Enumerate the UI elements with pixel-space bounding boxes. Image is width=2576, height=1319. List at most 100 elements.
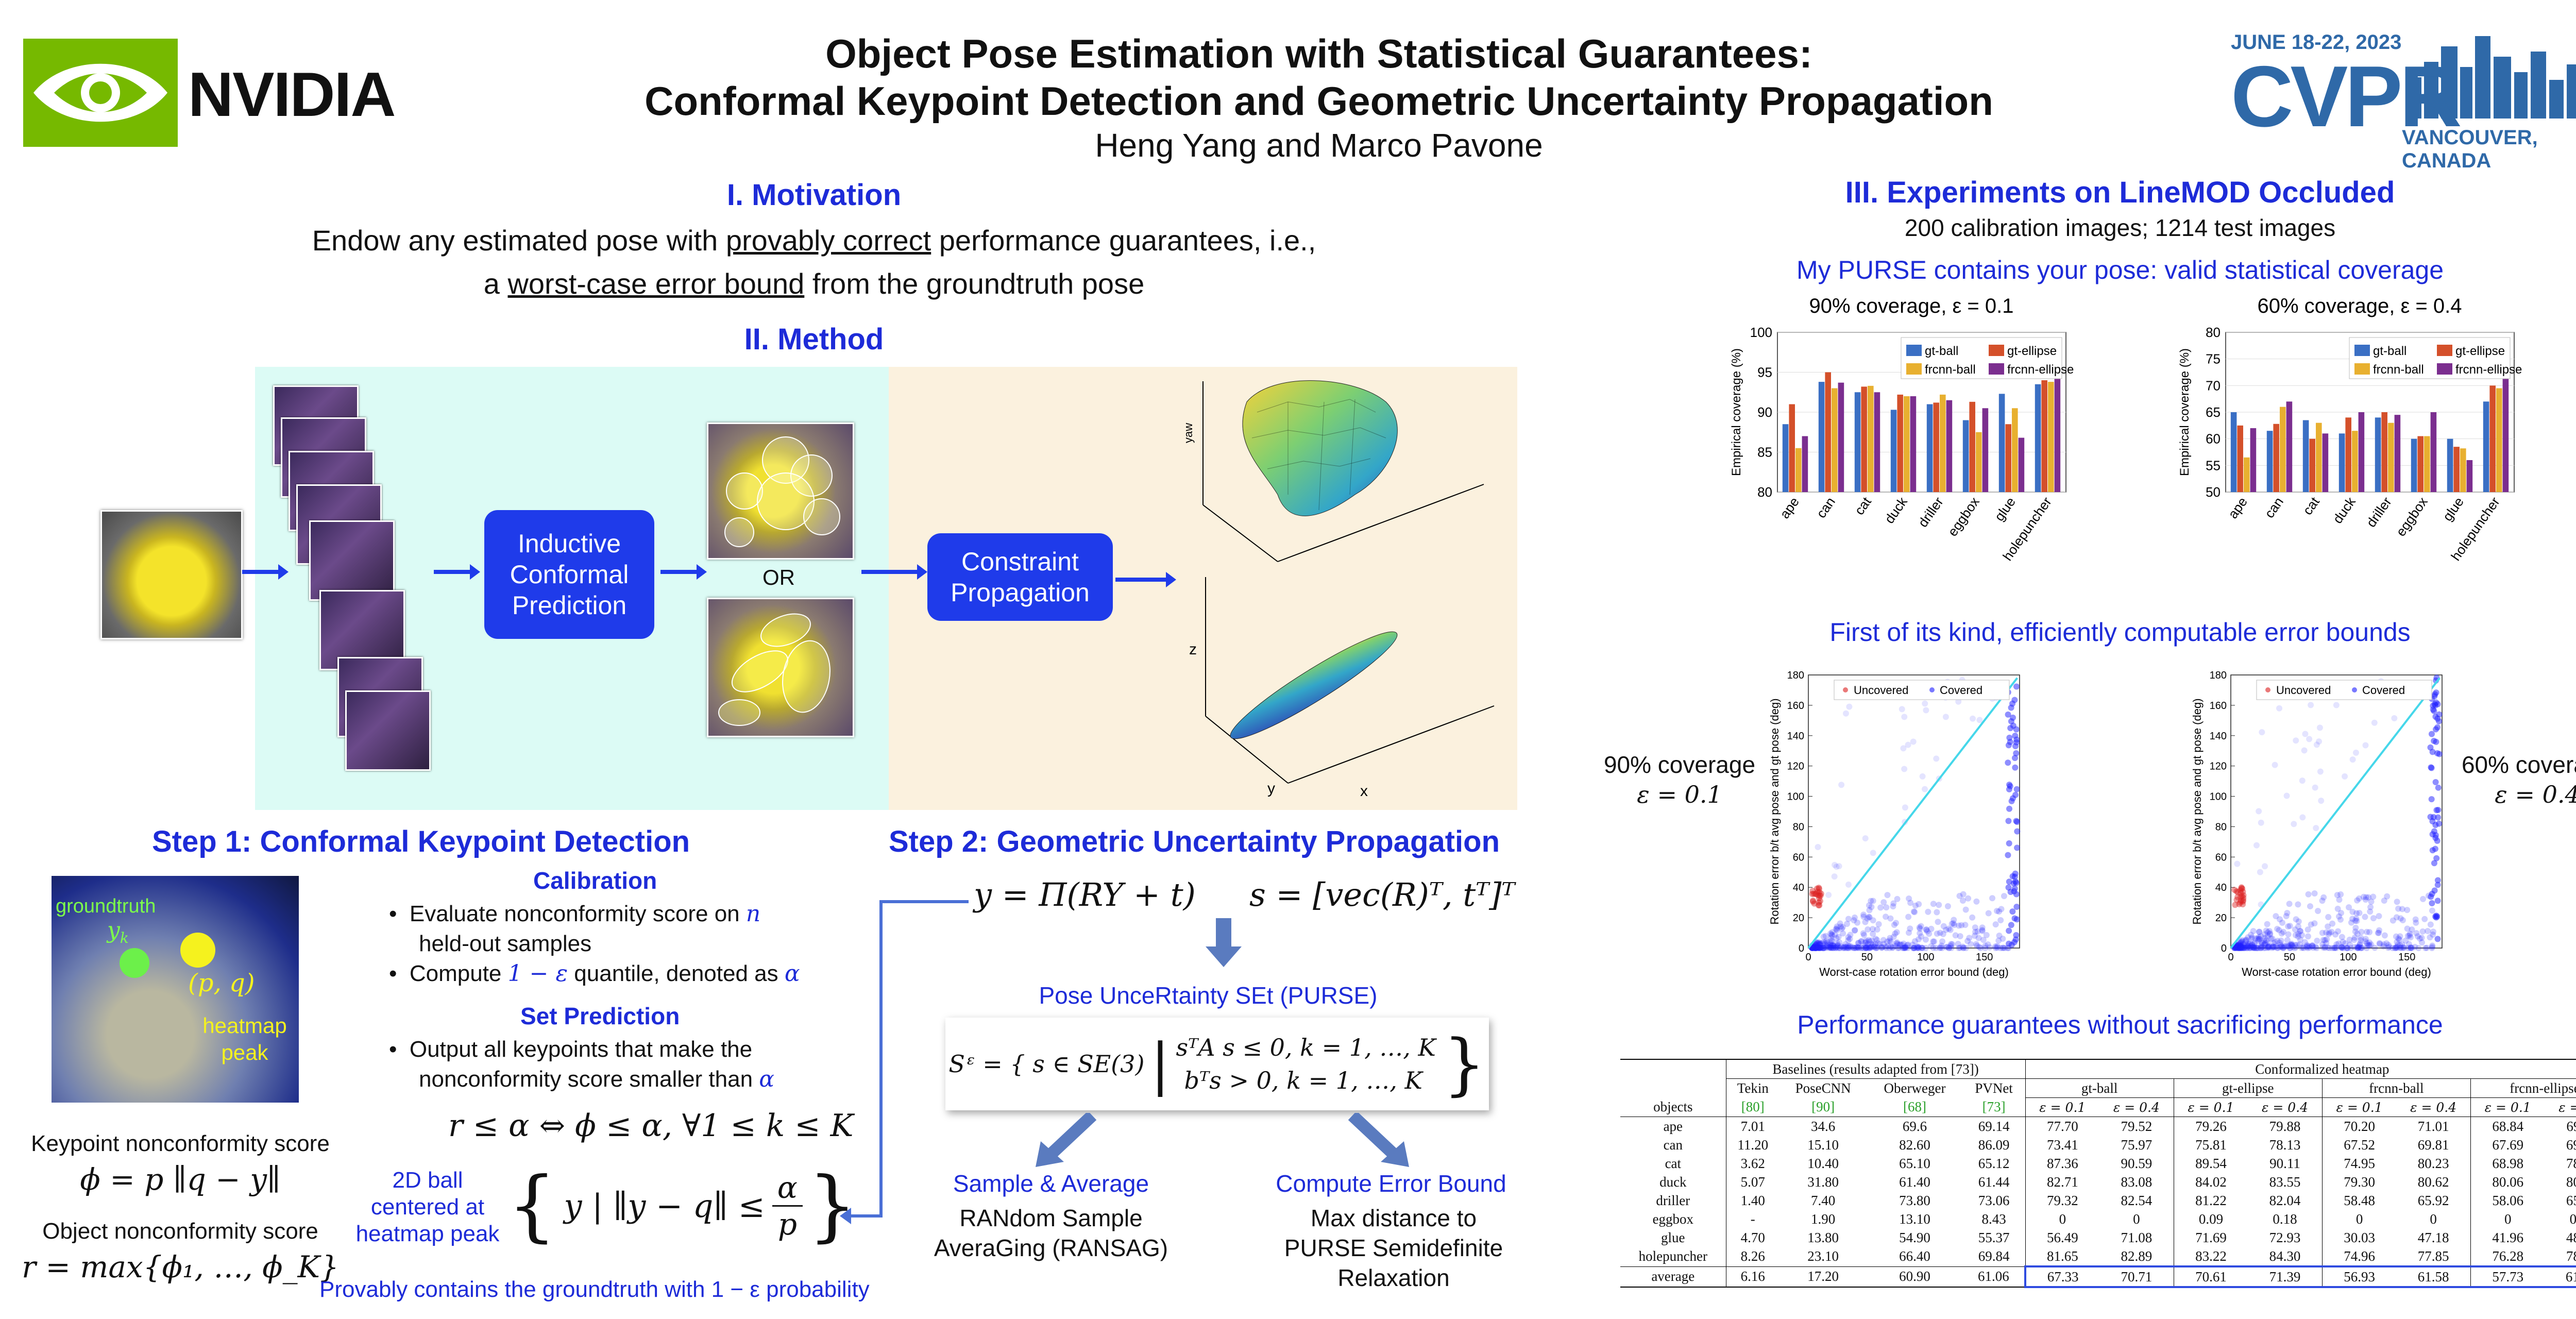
table-cell: 1.90 bbox=[1811, 1211, 1836, 1227]
covered-point bbox=[2006, 734, 2013, 741]
covered-point bbox=[1896, 941, 1903, 948]
table-cell: 0.14 bbox=[2569, 1211, 2576, 1227]
covered-point bbox=[2364, 942, 2371, 949]
yk-text: y bbox=[107, 917, 120, 943]
covered-point bbox=[1844, 944, 1851, 951]
covered-point bbox=[1868, 898, 1874, 904]
covered-point bbox=[1816, 944, 1823, 951]
covered-point bbox=[2266, 928, 2273, 935]
table-cell: 86.09 bbox=[1978, 1137, 2010, 1153]
covered-point bbox=[2254, 944, 2261, 951]
covered-point bbox=[2430, 928, 2436, 935]
covered-point bbox=[2286, 923, 2293, 929]
table-cell: 56.93 bbox=[2321, 1265, 2397, 1288]
covered-point bbox=[1905, 941, 1911, 948]
covered-point bbox=[1825, 891, 1832, 898]
covered-point bbox=[1955, 944, 1962, 951]
bar-frcnn-ellipse-driller bbox=[2394, 415, 2401, 492]
legend-label: gt-ellipse bbox=[2007, 344, 2057, 358]
duck-photo bbox=[100, 510, 243, 639]
covered-point bbox=[1835, 942, 1841, 949]
pq-label: (p, q) bbox=[188, 969, 255, 997]
uncovered-point bbox=[2238, 884, 2245, 891]
covered-point bbox=[1811, 944, 1818, 951]
covered-point bbox=[2013, 683, 2020, 690]
covered-point bbox=[2240, 944, 2247, 951]
covered-point bbox=[1900, 944, 1907, 951]
table-cell: 17.20 bbox=[1807, 1269, 1839, 1284]
covered-point bbox=[2366, 939, 2372, 946]
bar-gt-ellipse-duck bbox=[1897, 394, 1903, 492]
covered-point bbox=[2412, 916, 2419, 923]
covered-point bbox=[2346, 941, 2353, 948]
covered-point bbox=[2013, 786, 2020, 792]
covered-point bbox=[2011, 915, 2018, 922]
covered-point bbox=[2236, 944, 2243, 951]
covered-point bbox=[1810, 944, 1817, 951]
table-cell: - bbox=[1725, 1210, 1780, 1228]
covered-point bbox=[2358, 944, 2364, 951]
error-bound-scatter-60: 0 20 40 60 80 100 120 140 160 180 0 50 100 150 Worst-c… bbox=[2191, 670, 2443, 978]
covered-point bbox=[1966, 935, 1973, 941]
purse-close-brace: } bbox=[1443, 1025, 1486, 1103]
covered-point bbox=[1983, 932, 1990, 938]
covered-point bbox=[1816, 945, 1822, 951]
eps-label: ε = 0.4 bbox=[2558, 1100, 2576, 1115]
covered-point bbox=[1814, 944, 1821, 951]
covered-point bbox=[1910, 944, 1917, 951]
covered-point bbox=[2362, 742, 2369, 749]
covered-point bbox=[1926, 931, 1933, 937]
covered-point bbox=[1918, 933, 1925, 940]
table-cell: 72.93 bbox=[2269, 1229, 2301, 1245]
covered-point bbox=[2381, 897, 2387, 904]
y-tick-label: 65 bbox=[2206, 404, 2221, 420]
covered-point bbox=[1904, 942, 1910, 949]
covered-point bbox=[1870, 941, 1876, 948]
covered-point bbox=[1899, 706, 1905, 713]
motivation-underline-2: worst-case error bound bbox=[507, 267, 805, 300]
covered-point bbox=[1858, 944, 1865, 951]
covered-point bbox=[2316, 738, 2323, 745]
covered-point bbox=[2289, 942, 2295, 949]
covered-point bbox=[1924, 928, 1930, 935]
covered-point bbox=[1863, 944, 1870, 951]
covered-point bbox=[1884, 938, 1891, 945]
covered-point bbox=[2267, 935, 2274, 942]
covered-point bbox=[1874, 937, 1880, 943]
covered-point bbox=[2394, 939, 2400, 945]
covered-point bbox=[2416, 935, 2423, 942]
covered-point bbox=[2363, 944, 2370, 951]
covered-point bbox=[1950, 920, 1957, 927]
covered-point bbox=[2235, 941, 2242, 948]
covered-point bbox=[1946, 944, 1953, 951]
table-cell: 8.26 bbox=[1725, 1247, 1780, 1266]
table-cell: 6.16 bbox=[1725, 1266, 1780, 1287]
covered-point bbox=[2397, 915, 2404, 922]
table-cell: 0.18 bbox=[2273, 1211, 2297, 1227]
covered-point bbox=[2342, 940, 2349, 947]
covered-point bbox=[2320, 894, 2327, 901]
covered-point bbox=[1815, 944, 1822, 951]
covered-point bbox=[2402, 937, 2409, 944]
covered-point bbox=[2270, 943, 2277, 950]
x-tick-label: 100 bbox=[2340, 952, 2357, 963]
covered-point bbox=[1862, 944, 1869, 951]
covered-point bbox=[2272, 939, 2279, 945]
covered-point bbox=[2434, 877, 2441, 884]
covered-point bbox=[2280, 945, 2286, 951]
covered-point bbox=[1999, 935, 2006, 942]
legend-box bbox=[2256, 680, 2432, 700]
uncovered-point bbox=[1813, 890, 1820, 897]
covered-point bbox=[1817, 940, 1823, 946]
covered-point bbox=[2352, 917, 2359, 924]
covered-point bbox=[2329, 920, 2336, 927]
covered-point bbox=[2293, 916, 2299, 923]
covered-point bbox=[2338, 944, 2345, 951]
covered-point bbox=[2318, 798, 2325, 804]
covered-point bbox=[2433, 689, 2439, 696]
covered-point bbox=[2429, 944, 2435, 951]
covered-point bbox=[1947, 941, 1954, 948]
bar-gt-ball-holepuncher bbox=[2035, 384, 2041, 492]
covered-point bbox=[2405, 941, 2412, 948]
bar-gt-ellipse-holepuncher bbox=[2041, 380, 2047, 492]
